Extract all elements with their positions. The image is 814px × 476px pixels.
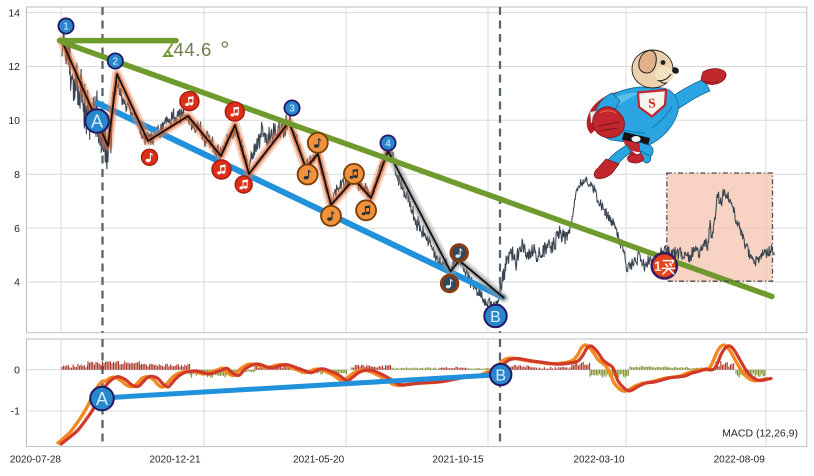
svg-text:4: 4 <box>385 138 391 149</box>
svg-text:1: 1 <box>654 259 662 274</box>
svg-text:B: B <box>495 367 506 384</box>
svg-text:2021-10-15: 2021-10-15 <box>432 455 484 466</box>
svg-text:3: 3 <box>289 103 295 114</box>
svg-text:0: 0 <box>14 365 20 377</box>
svg-text:2: 2 <box>113 56 119 67</box>
svg-text:B: B <box>490 309 501 326</box>
svg-text:1: 1 <box>63 21 69 32</box>
svg-text:6: 6 <box>14 223 20 235</box>
svg-text:2022-03-10: 2022-03-10 <box>573 455 625 466</box>
svg-text:2020-12-21: 2020-12-21 <box>149 455 201 466</box>
svg-text:S: S <box>648 95 657 110</box>
svg-text:12: 12 <box>8 61 20 73</box>
svg-text:2021-05-20: 2021-05-20 <box>293 455 345 466</box>
svg-text:-1: -1 <box>11 406 20 418</box>
svg-text:44.6: 44.6 <box>174 39 212 60</box>
svg-text:2020-07-28: 2020-07-28 <box>10 455 62 466</box>
svg-text:A: A <box>91 111 103 131</box>
svg-text:A: A <box>96 389 108 409</box>
svg-text:4: 4 <box>14 277 20 289</box>
svg-text:10: 10 <box>8 115 20 127</box>
svg-text:MACD (12,26,9): MACD (12,26,9) <box>722 428 798 440</box>
svg-text:14: 14 <box>8 7 20 19</box>
svg-text:2022-08-09: 2022-08-09 <box>714 455 766 466</box>
svg-text:8: 8 <box>14 169 20 181</box>
